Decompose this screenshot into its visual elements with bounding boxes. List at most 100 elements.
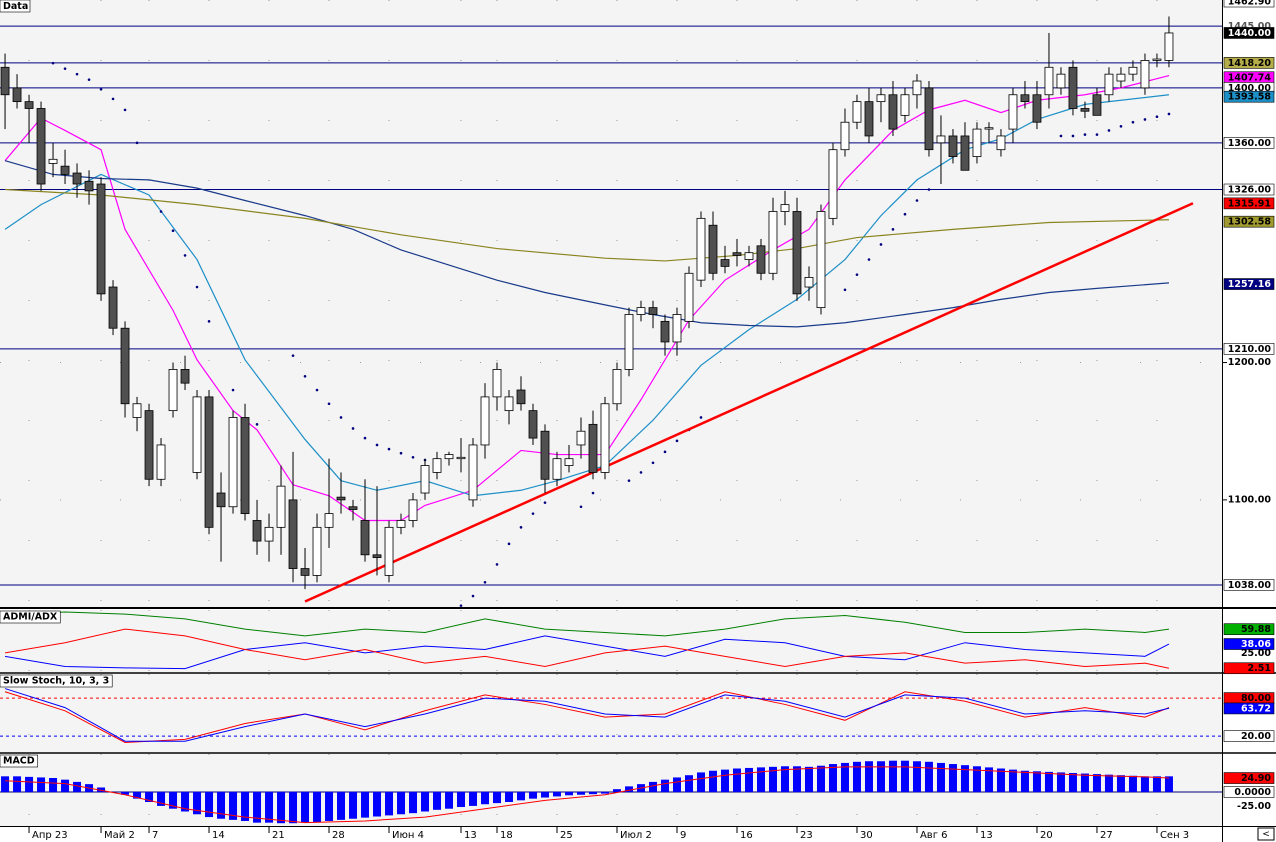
candle-body	[888, 94, 898, 130]
candle-body	[1128, 66, 1138, 75]
value-label: 38.06	[1241, 639, 1271, 650]
sar-dot	[915, 199, 919, 202]
indicator-line	[5, 766, 1169, 824]
macd-bar	[684, 775, 693, 792]
candle-body	[396, 520, 406, 528]
x-tick-label: Июл 2	[620, 830, 652, 841]
panel-title: ADMI/ADX	[3, 612, 58, 623]
candle-body	[612, 369, 622, 405]
macd-bar	[756, 767, 765, 792]
macd-bar	[217, 791, 226, 819]
candle-body	[948, 135, 958, 157]
macd-bar	[804, 766, 813, 792]
candle-body	[468, 444, 478, 501]
candle-body	[216, 492, 226, 508]
sar-dot	[867, 258, 871, 261]
macd-bar	[457, 791, 466, 808]
x-tick-label: 14	[212, 830, 225, 841]
x-tick-label: 25	[560, 830, 573, 841]
candle-body	[456, 456, 466, 460]
value-label-box	[1223, 197, 1275, 210]
macd-bar	[325, 791, 334, 821]
macd-bar	[301, 791, 310, 823]
sar-dot	[1155, 115, 1159, 119]
candle-body	[432, 458, 442, 473]
sar-dot	[1095, 133, 1099, 136]
candle-body	[408, 499, 418, 521]
macd-bar	[1, 776, 10, 792]
candle-body	[1068, 66, 1078, 109]
macd-bar	[229, 791, 238, 820]
candle-body	[1044, 66, 1054, 96]
macd-bar	[61, 779, 70, 792]
macd-bar	[1032, 771, 1041, 792]
macd-bar	[97, 787, 106, 792]
macd-bar	[948, 764, 957, 792]
sar-dot	[1107, 129, 1111, 132]
candle-body	[420, 465, 430, 494]
candle-body	[72, 172, 82, 185]
macd-bar	[253, 791, 262, 823]
candle-body	[480, 396, 490, 446]
candle-body	[264, 526, 274, 542]
candle-body	[204, 396, 214, 528]
macd-bar	[744, 767, 753, 792]
macd-bar	[565, 791, 574, 796]
candle-body	[192, 396, 202, 473]
x-tick-label: 13	[464, 830, 477, 841]
value-label: 1445.00	[1228, 21, 1272, 32]
value-label: 1038.00	[1228, 580, 1272, 591]
price-panel-bg	[0, 0, 1222, 607]
sar-dot	[507, 542, 511, 546]
macd-bar	[960, 765, 969, 792]
panel-title-box	[0, 674, 113, 688]
macd-bar	[768, 766, 777, 792]
macd-bar	[313, 791, 322, 823]
macd-bar	[792, 766, 801, 792]
y-tick-label: 1200.00	[1228, 357, 1272, 368]
macd-bar	[696, 772, 705, 792]
x-tick-label: 21	[272, 830, 285, 841]
macd-bar	[13, 776, 22, 792]
macd-bar	[373, 791, 382, 817]
value-label-box	[1223, 90, 1275, 103]
candle-body	[156, 444, 166, 480]
sar-dot	[171, 229, 175, 233]
panel-title-box	[0, 610, 61, 624]
sar-dot	[483, 580, 487, 584]
macd-bar	[648, 781, 657, 792]
value-label: 1210.00	[1228, 344, 1272, 355]
sar-dot	[75, 72, 79, 76]
x-tick-label: 16	[740, 830, 753, 841]
sar-dot	[375, 443, 379, 447]
x-tick-label: 7	[152, 830, 158, 841]
macd-bar	[577, 791, 586, 795]
candle-body	[936, 135, 946, 144]
scroll-arrow[interactable]: <	[1262, 830, 1270, 840]
sar-dot	[855, 273, 859, 276]
candle-body	[384, 526, 394, 576]
macd-bar	[864, 761, 873, 792]
value-label: 1440.00	[1228, 28, 1272, 39]
candle-body	[972, 128, 982, 157]
sar-dot	[315, 388, 319, 392]
sar-dot	[1143, 118, 1147, 121]
macd-bar	[984, 767, 993, 792]
scroll-button[interactable]	[1257, 827, 1275, 841]
candle-body	[372, 554, 382, 558]
candle-body	[444, 454, 454, 460]
candle-body	[732, 252, 742, 256]
value-label-box	[1223, 183, 1275, 196]
macd-bar	[553, 791, 562, 797]
macd-bar	[672, 777, 681, 792]
candle-body	[108, 286, 118, 329]
macd-bar	[205, 791, 214, 818]
candle-body	[756, 245, 766, 274]
value-label-box	[1223, 702, 1275, 715]
candle-body	[840, 121, 850, 151]
value-label-box	[1223, 623, 1275, 635]
x-tick-label: Авг 6	[920, 830, 948, 841]
candle-body	[996, 135, 1006, 151]
